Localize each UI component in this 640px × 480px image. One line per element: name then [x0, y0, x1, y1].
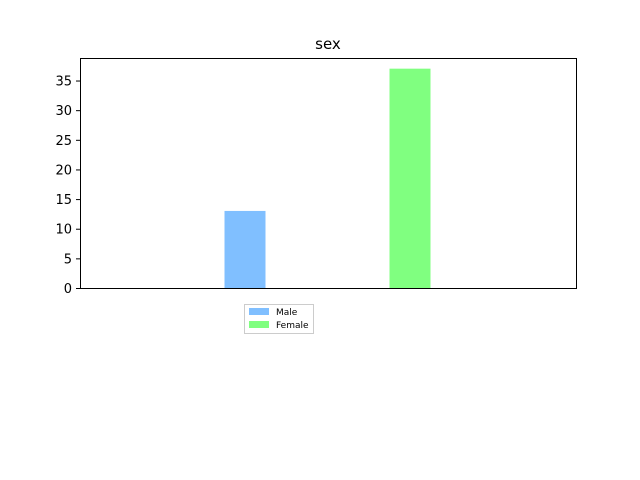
- legend-label-male: Male: [276, 308, 298, 318]
- bars-layer: [224, 68, 431, 288]
- y-tick-label: 20: [55, 163, 72, 178]
- y-tick-label: 10: [55, 223, 72, 238]
- y-tick-label: 0: [64, 282, 72, 297]
- bar-female: [389, 68, 431, 288]
- legend: Male Female: [244, 304, 314, 334]
- y-tick-label: 15: [55, 193, 72, 208]
- bar-male: [224, 210, 266, 288]
- legend-label-female: Female: [276, 321, 309, 331]
- legend-swatch-male: [249, 308, 269, 315]
- y-tick-label: 35: [55, 75, 72, 90]
- y-tick-label: 25: [55, 134, 72, 149]
- y-axis: 0 5 10 15 20 25 30 35: [55, 75, 80, 297]
- y-tick-label: 5: [64, 252, 72, 267]
- chart-title: sex: [315, 35, 341, 53]
- y-tick-label: 30: [55, 104, 72, 119]
- legend-frame: [244, 304, 314, 334]
- plot-frame: [80, 58, 577, 289]
- legend-swatch-female: [249, 321, 269, 328]
